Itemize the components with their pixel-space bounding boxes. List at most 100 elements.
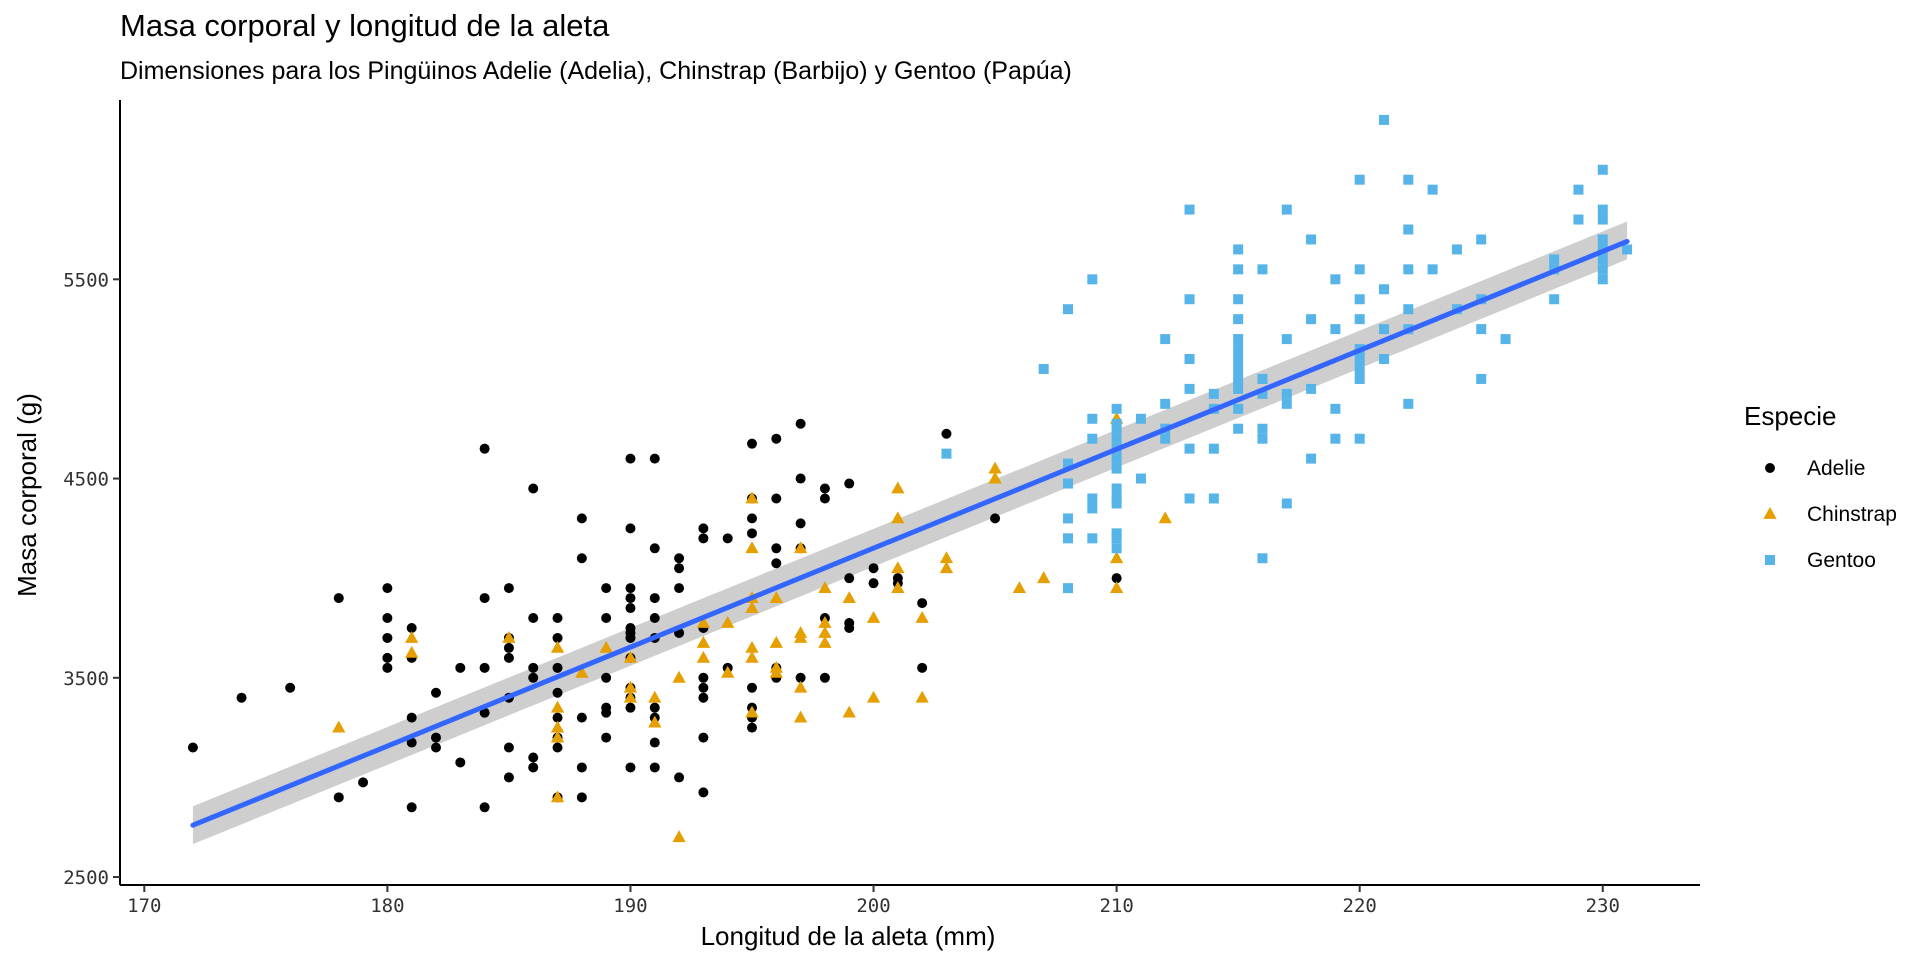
- data-point-gentoo: [1257, 388, 1268, 399]
- data-point-chinstrap: [988, 461, 1002, 474]
- legend-item-gentoo: Gentoo: [1765, 549, 1876, 572]
- data-point-adelie: [771, 433, 782, 444]
- data-point-adelie: [406, 737, 417, 748]
- data-point-gentoo: [1184, 493, 1195, 504]
- data-point-chinstrap: [599, 640, 613, 653]
- data-point-adelie: [844, 478, 855, 489]
- data-point-chinstrap: [623, 680, 638, 693]
- data-point-gentoo: [1549, 254, 1560, 265]
- legend: Especie Adelie Chinstrap Gentoo: [1744, 401, 1897, 572]
- data-point-adelie: [601, 583, 612, 594]
- data-point-adelie: [674, 583, 685, 594]
- data-point-gentoo: [1427, 264, 1438, 275]
- data-point-gentoo: [1184, 204, 1195, 215]
- data-point-adelie: [747, 528, 757, 539]
- data-point-chinstrap: [842, 591, 856, 603]
- data-point-adelie: [747, 722, 757, 733]
- data-point-adelie: [649, 762, 660, 773]
- x-tick-label: 220: [1343, 895, 1377, 917]
- data-point-gentoo: [1379, 324, 1389, 335]
- data-point-gentoo: [1476, 324, 1487, 335]
- y-tick-label: 4500: [63, 469, 109, 491]
- data-point-adelie: [406, 712, 417, 723]
- data-point-adelie: [819, 493, 830, 504]
- data-point-gentoo: [1135, 473, 1146, 484]
- data-point-adelie: [649, 453, 660, 464]
- data-point-chinstrap: [769, 665, 783, 678]
- data-point-adelie: [819, 483, 830, 494]
- y-tick-label: 5500: [63, 269, 109, 291]
- data-point-gentoo: [1038, 363, 1049, 374]
- data-point-adelie: [333, 792, 344, 803]
- data-point-adelie: [285, 682, 296, 693]
- data-point-adelie: [868, 578, 879, 589]
- x-tick-label: 190: [613, 895, 647, 917]
- data-point-gentoo: [1135, 413, 1146, 424]
- data-point-chinstrap: [818, 625, 832, 638]
- data-point-adelie: [795, 418, 806, 429]
- y-tick-label: 3500: [63, 668, 109, 690]
- data-point-chinstrap: [696, 616, 711, 628]
- data-point-gentoo: [1233, 373, 1244, 384]
- data-point-gentoo: [1354, 174, 1365, 185]
- data-point-adelie: [552, 632, 563, 643]
- data-point-adelie: [625, 632, 636, 643]
- data-point-chinstrap: [721, 665, 735, 678]
- data-point-adelie: [576, 553, 587, 564]
- data-point-adelie: [990, 513, 1001, 524]
- data-point-gentoo: [1597, 164, 1608, 175]
- data-point-gentoo: [1208, 388, 1219, 399]
- data-point-adelie: [941, 428, 952, 439]
- data-point-adelie: [698, 692, 709, 703]
- data-point-adelie: [649, 737, 660, 748]
- data-point-gentoo: [1087, 413, 1098, 424]
- y-tick-label: 2500: [63, 867, 109, 889]
- data-point-gentoo: [1233, 244, 1244, 255]
- data-point-gentoo: [1233, 294, 1244, 305]
- data-point-gentoo: [1233, 403, 1244, 414]
- data-point-gentoo: [1111, 433, 1122, 444]
- data-point-adelie: [649, 593, 660, 604]
- x-axis-title: Longitud de la aleta (mm): [701, 921, 996, 951]
- x-tick-label: 180: [370, 895, 404, 917]
- data-point-adelie: [431, 742, 441, 753]
- legend-item-adelie: Adelie: [1765, 457, 1865, 480]
- data-point-gentoo: [1111, 498, 1122, 509]
- data-point-chinstrap: [405, 630, 419, 643]
- data-point-gentoo: [1257, 433, 1268, 444]
- data-point-gentoo: [1063, 513, 1073, 524]
- data-point-gentoo: [1476, 234, 1487, 245]
- data-point-gentoo: [1597, 274, 1608, 285]
- data-point-gentoo: [1281, 204, 1292, 215]
- data-point-chinstrap: [1037, 571, 1051, 584]
- data-point-gentoo: [1330, 274, 1341, 285]
- data-point-adelie: [917, 662, 928, 673]
- data-point-adelie: [455, 757, 466, 768]
- data-point-adelie: [455, 662, 466, 673]
- data-point-gentoo: [1306, 234, 1317, 245]
- data-point-chinstrap: [891, 581, 905, 594]
- data-point-gentoo: [1184, 354, 1195, 365]
- data-point-adelie: [649, 613, 660, 624]
- data-point-chinstrap: [988, 471, 1002, 484]
- data-point-adelie: [771, 493, 782, 504]
- chart-title: Masa corporal y longitud de la aleta: [120, 8, 610, 43]
- data-point-adelie: [795, 672, 806, 683]
- data-point-gentoo: [1063, 304, 1073, 315]
- data-point-adelie: [479, 443, 490, 454]
- data-point-adelie: [625, 702, 636, 713]
- data-point-gentoo: [1549, 294, 1560, 305]
- data-point-chinstrap: [939, 551, 954, 564]
- data-point-adelie: [625, 523, 636, 534]
- data-point-chinstrap: [623, 650, 638, 663]
- x-tick-label: 210: [1099, 895, 1133, 917]
- data-point-adelie: [503, 583, 514, 594]
- data-point-adelie: [625, 603, 636, 614]
- data-point-adelie: [917, 598, 928, 609]
- data-point-adelie: [649, 702, 660, 713]
- data-point-gentoo: [1403, 304, 1414, 315]
- data-point-chinstrap: [332, 720, 346, 733]
- data-point-adelie: [552, 712, 563, 723]
- data-point-gentoo: [1111, 463, 1122, 474]
